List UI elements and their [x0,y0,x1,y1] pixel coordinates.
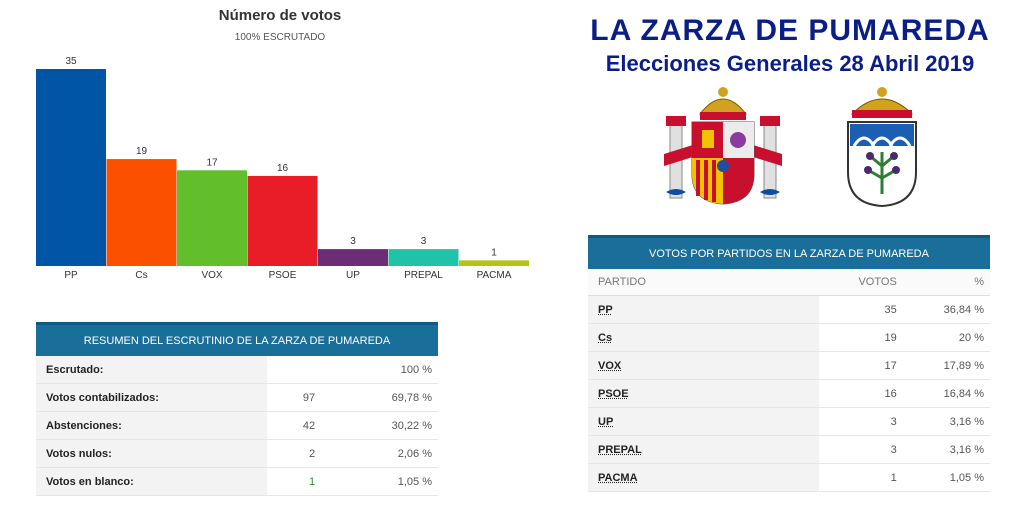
spain-coat-of-arms-icon [664,87,782,205]
column-header-pct: % [902,269,990,296]
data-label: 3 [421,236,427,247]
summary-pct: 2,06 % [321,439,438,468]
party-votes: 16 [819,379,903,408]
data-label: 16 [277,163,289,174]
municipal-coat-of-arms-icon [847,87,917,208]
party-pct: 20 % [902,323,990,352]
party-name[interactable]: PREPAL [588,435,819,464]
party-name[interactable]: Cs [588,323,819,352]
table-row: PACMA 1 1,05 % [588,463,990,492]
table-row: PP 35 36,84 % [588,295,990,324]
x-tick-label: PREPAL [404,270,443,281]
page-subtitle: Elecciones Generales 28 Abril 2019 [605,51,975,76]
parties-heading: VOTOS POR PARTIDOS EN LA ZARZA DE PUMARE… [588,235,990,269]
x-tick-label: PSOE [269,270,297,281]
party-votes: 1 [819,463,903,492]
party-votes: 3 [819,407,903,436]
votes-bar-chart: 35 PP 19 Cs 17 VOX 16 PSOE 3 UP 3 PREPAL 1 PACMA [36,56,529,281]
data-label: 3 [350,236,356,247]
summary-label: Abstenciones: [36,411,267,440]
x-tick-label: Cs [135,270,147,281]
party-votes: 19 [819,323,903,352]
summary-count: 2 [267,439,322,468]
summary-pct: 30,22 % [321,411,438,440]
party-name[interactable]: PP [588,295,819,324]
parties-table: VOTOS POR PARTIDOS EN LA ZARZA DE PUMARE… [588,235,990,492]
summary-pct: 100 % [321,356,438,384]
x-tick-label: VOX [201,270,222,281]
bar-vox[interactable] [177,170,247,266]
summary-heading: RESUMEN DEL ESCRUTINIO DE LA ZARZA DE PU… [36,322,438,356]
table-row: PSOE 16 16,84 % [588,379,990,408]
table-row: Votos nulos: 2 2,06 % [36,439,438,468]
party-votes: 3 [819,435,903,464]
party-votes: 35 [819,295,903,324]
party-pct: 36,84 % [902,295,990,324]
table-row: VOX 17 17,89 % [588,351,990,380]
party-pct: 17,89 % [902,351,990,380]
summary-count: 42 [267,411,322,440]
data-label: 17 [206,157,218,168]
summary-label: Votos contabilizados: [36,383,267,412]
data-label: 35 [65,56,77,67]
bar-prepal[interactable] [388,249,459,266]
summary-pct: 1,05 % [321,467,438,496]
summary-count: 1 [267,467,322,496]
party-name[interactable]: PSOE [588,379,819,408]
summary-label: Votos en blanco: [36,467,267,496]
summary-table: RESUMEN DEL ESCRUTINIO DE LA ZARZA DE PU… [36,322,438,496]
party-name[interactable]: VOX [588,351,819,380]
summary-pct: 69,78 % [321,383,438,412]
summary-label: Votos nulos: [36,439,267,468]
party-pct: 3,16 % [902,435,990,464]
column-header-row: PARTIDO VOTOS % [588,269,990,296]
chart-subtitle: 100% ESCRUTADO [234,32,326,43]
party-pct: 16,84 % [902,379,990,408]
bar-cs[interactable] [106,159,177,266]
data-label: 1 [491,247,497,258]
bar-pacma[interactable] [459,260,529,266]
party-name[interactable]: PACMA [588,463,819,492]
summary-label: Escrutado: [36,356,267,384]
bar-psoe[interactable] [247,175,318,266]
table-row: Cs 19 20 % [588,323,990,352]
party-pct: 1,05 % [902,463,990,492]
bar-pp[interactable] [36,69,106,266]
party-name[interactable]: UP [588,407,819,436]
party-votes: 17 [819,351,903,380]
x-tick-label: UP [346,270,360,281]
data-label: 19 [136,146,148,157]
chart-title: Número de votos [218,7,342,24]
table-row: Votos contabilizados: 97 69,78 % [36,383,438,412]
x-tick-label: PACMA [477,270,512,281]
table-row: Votos en blanco: 1 1,05 % [36,467,438,496]
table-row: Escrutado: 100 % [36,356,438,384]
column-header-party: PARTIDO [588,269,819,296]
column-header-votes: VOTOS [819,269,903,296]
bar-up[interactable] [318,249,388,266]
page-title: LA ZARZA DE PUMAREDA [590,14,990,47]
summary-count [267,356,322,384]
party-pct: 3,16 % [902,407,990,436]
summary-count: 97 [267,383,322,412]
x-tick-label: PP [64,270,78,281]
table-row: PREPAL 3 3,16 % [588,435,990,464]
table-row: Abstenciones: 42 30,22 % [36,411,438,440]
table-row: UP 3 3,16 % [588,407,990,436]
